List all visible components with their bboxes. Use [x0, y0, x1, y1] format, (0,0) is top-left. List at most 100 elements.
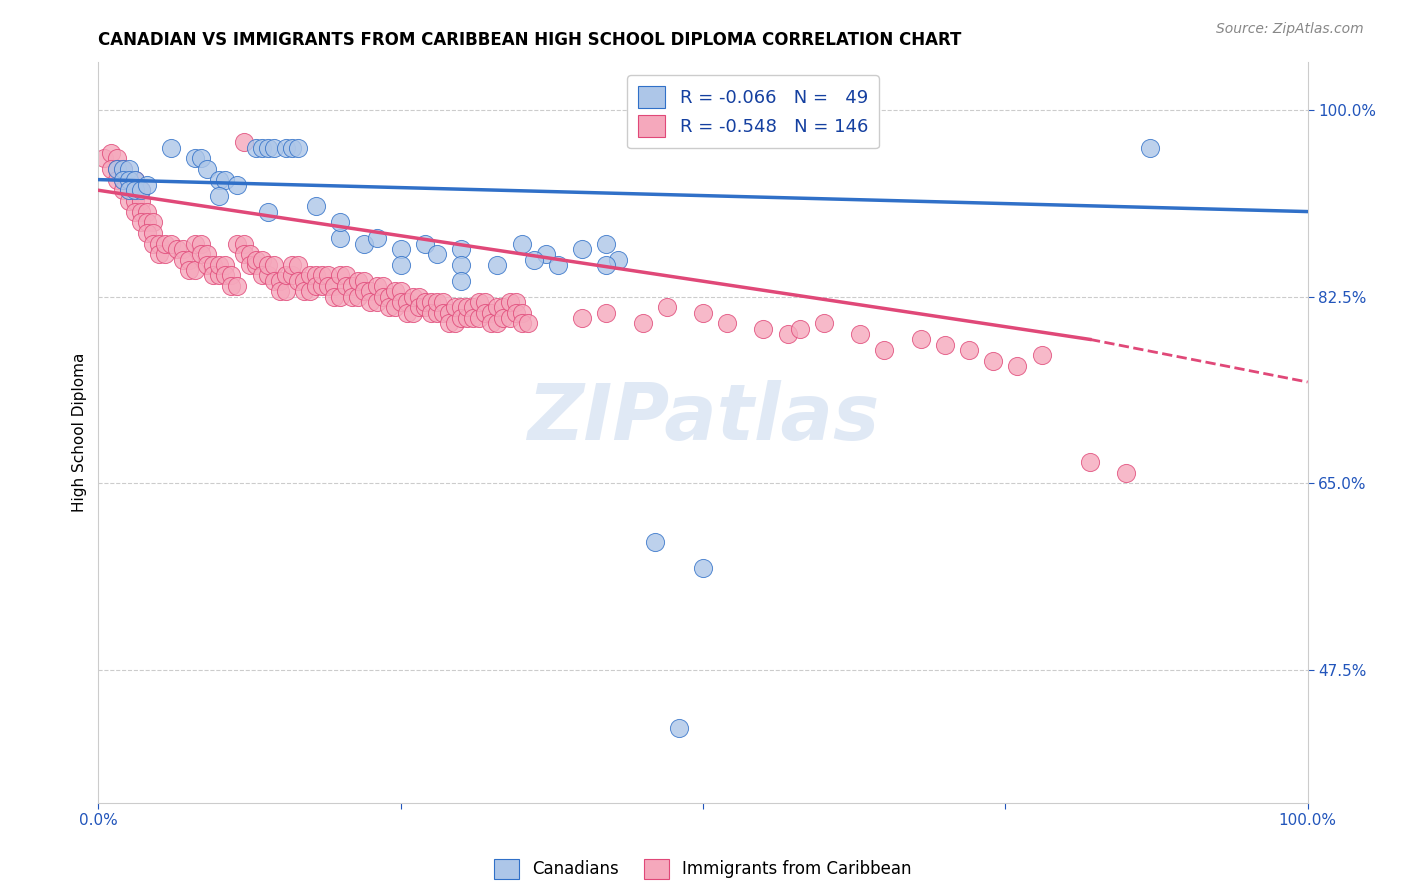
Point: [486, 258, 509, 272]
Point: [153, 236, 176, 251]
Point: [202, 268, 225, 283]
Point: [118, 172, 141, 186]
Point: [389, 242, 412, 256]
Point: [190, 151, 212, 165]
Point: [329, 231, 352, 245]
Point: [124, 183, 146, 197]
Point: [402, 306, 425, 320]
Point: [1139, 141, 1161, 155]
Point: [1078, 455, 1101, 469]
Point: [179, 252, 201, 267]
Point: [377, 290, 399, 304]
Point: [523, 252, 546, 267]
Point: [226, 279, 249, 293]
Point: [468, 295, 491, 310]
Point: [93, 151, 115, 165]
Point: [135, 226, 157, 240]
Point: [299, 285, 322, 299]
Point: [245, 252, 267, 267]
Point: [456, 301, 478, 315]
Legend: Canadians, Immigrants from Caribbean: Canadians, Immigrants from Caribbean: [488, 852, 918, 886]
Point: [316, 268, 339, 283]
Point: [492, 311, 515, 326]
Point: [389, 295, 412, 310]
Point: [347, 274, 370, 288]
Point: [232, 247, 254, 261]
Point: [366, 231, 388, 245]
Point: [214, 172, 236, 186]
Point: [595, 258, 617, 272]
Point: [342, 290, 364, 304]
Point: [129, 183, 152, 197]
Point: [153, 247, 176, 261]
Point: [316, 279, 339, 293]
Point: [160, 236, 183, 251]
Point: [263, 274, 285, 288]
Point: [105, 161, 128, 176]
Point: [389, 285, 412, 299]
Point: [789, 322, 811, 336]
Point: [299, 268, 322, 283]
Point: [450, 274, 472, 288]
Point: [644, 534, 666, 549]
Point: [274, 268, 297, 283]
Point: [226, 236, 249, 251]
Point: [631, 317, 654, 331]
Point: [184, 263, 207, 277]
Point: [124, 172, 146, 186]
Point: [190, 236, 212, 251]
Point: [274, 141, 297, 155]
Point: [111, 183, 134, 197]
Point: [486, 301, 509, 315]
Point: [849, 327, 872, 342]
Point: [505, 295, 527, 310]
Point: [607, 252, 630, 267]
Point: [505, 306, 527, 320]
Point: [226, 178, 249, 192]
Point: [105, 172, 128, 186]
Point: [395, 306, 418, 320]
Point: [142, 215, 165, 229]
Point: [269, 285, 291, 299]
Point: [118, 183, 141, 197]
Text: Source: ZipAtlas.com: Source: ZipAtlas.com: [1216, 22, 1364, 37]
Point: [129, 183, 152, 197]
Point: [413, 301, 436, 315]
Point: [208, 268, 231, 283]
Point: [190, 247, 212, 261]
Point: [481, 306, 503, 320]
Point: [118, 194, 141, 208]
Text: ZIPatlas: ZIPatlas: [527, 380, 879, 456]
Point: [256, 204, 278, 219]
Point: [510, 317, 533, 331]
Point: [232, 236, 254, 251]
Point: [510, 306, 533, 320]
Point: [595, 236, 617, 251]
Point: [239, 247, 262, 261]
Point: [335, 279, 357, 293]
Point: [124, 204, 146, 219]
Point: [287, 141, 309, 155]
Point: [692, 561, 714, 575]
Point: [256, 141, 278, 155]
Point: [232, 136, 254, 150]
Point: [437, 306, 460, 320]
Point: [474, 295, 496, 310]
Point: [432, 306, 454, 320]
Point: [172, 242, 194, 256]
Point: [450, 311, 472, 326]
Point: [413, 236, 436, 251]
Point: [274, 285, 297, 299]
Point: [402, 290, 425, 304]
Point: [195, 161, 218, 176]
Point: [245, 141, 267, 155]
Point: [179, 263, 201, 277]
Point: [287, 258, 309, 272]
Point: [481, 317, 503, 331]
Point: [910, 333, 932, 347]
Point: [655, 301, 678, 315]
Point: [776, 327, 799, 342]
Point: [347, 290, 370, 304]
Point: [105, 161, 128, 176]
Point: [129, 215, 152, 229]
